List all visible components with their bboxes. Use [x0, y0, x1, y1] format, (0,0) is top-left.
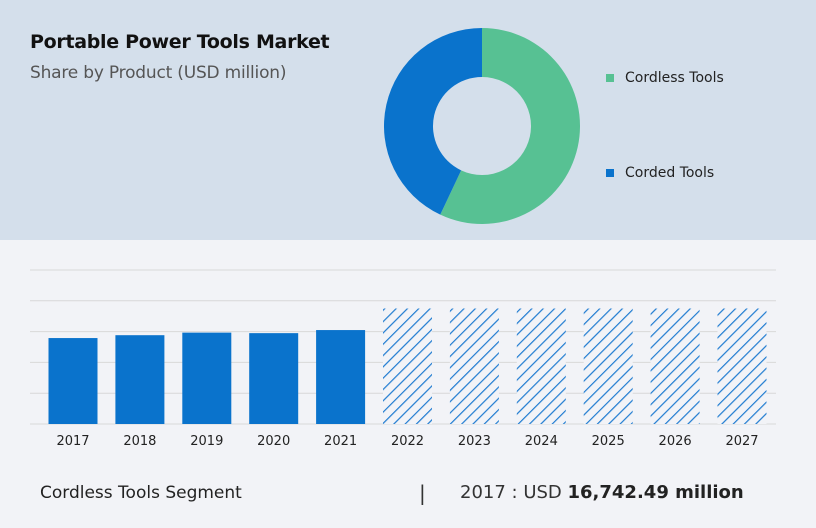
segment-value-amount: 16,742.49 million — [567, 482, 744, 503]
chart-subtitle: Share by Product (USD million) — [30, 63, 287, 83]
legend-label-cordless: Cordless Tools — [625, 70, 724, 86]
donut-slice-cordless-tools — [440, 28, 580, 224]
bar-2023 — [449, 308, 499, 424]
bar-2026 — [650, 308, 700, 424]
footer-separator: | — [419, 481, 426, 505]
segment-value-prefix: 2017 : USD — [460, 482, 568, 503]
legend-label-corded: Corded Tools — [625, 165, 715, 181]
x-tick-label-2020: 2020 — [257, 434, 290, 449]
bar-2017 — [48, 338, 98, 424]
x-tick-label-2025: 2025 — [592, 434, 625, 449]
legend-swatch-cordless — [606, 74, 614, 82]
x-tick-label-2017: 2017 — [56, 434, 89, 449]
bar-2025 — [583, 308, 633, 424]
x-tick-label-2019: 2019 — [190, 434, 223, 449]
donut-chart — [384, 28, 580, 224]
bar-2019 — [182, 332, 232, 424]
bar-2021 — [316, 330, 366, 424]
x-tick-label-2023: 2023 — [458, 434, 491, 449]
chart-title: Portable Power Tools Market — [30, 31, 330, 53]
x-tick-label-2018: 2018 — [123, 434, 156, 449]
bar-2027 — [717, 308, 767, 424]
x-tick-label-2024: 2024 — [525, 434, 558, 449]
bar-2024 — [516, 308, 566, 424]
legend-item-cordless: Cordless Tools — [606, 70, 724, 86]
legend-item-corded: Corded Tools — [606, 165, 714, 181]
bar-2018 — [115, 335, 165, 424]
segment-label: Cordless Tools Segment — [40, 483, 242, 503]
bar-2020 — [249, 333, 299, 424]
x-tick-label-2027: 2027 — [725, 434, 758, 449]
x-tick-label-2026: 2026 — [659, 434, 692, 449]
bar-2022 — [383, 308, 432, 424]
x-tick-label-2022: 2022 — [391, 434, 424, 449]
bar-chart: 2017 2018 2019 2020 2021 2022 2023 2024 2025 2026… — [30, 269, 776, 449]
legend-swatch-corded — [606, 169, 614, 177]
x-tick-label-2021: 2021 — [324, 434, 357, 449]
donut-slice-corded-tools — [384, 28, 482, 215]
header-panel: Portable Power Tools Market Share by Pro… — [0, 0, 816, 240]
segment-value: 2017 : USD 16,742.49 million — [460, 482, 744, 503]
